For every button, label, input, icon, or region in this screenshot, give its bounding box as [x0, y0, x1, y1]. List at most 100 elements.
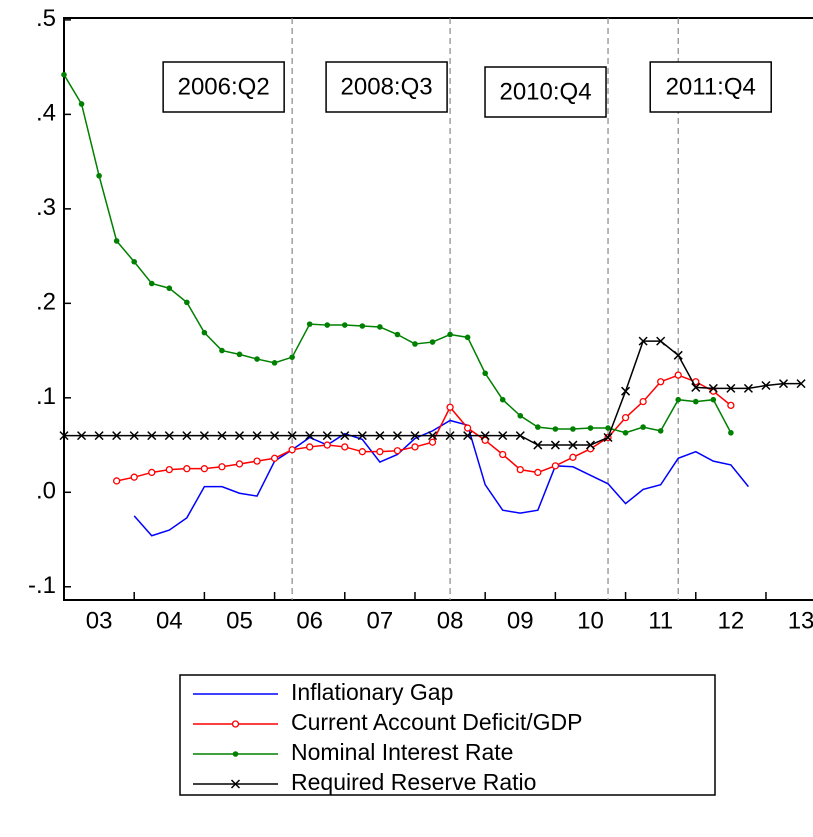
point — [287, 431, 297, 441]
point — [392, 431, 402, 441]
point — [182, 431, 192, 441]
point — [428, 438, 437, 446]
point — [411, 443, 419, 451]
annotation-box — [484, 66, 607, 118]
point — [639, 397, 647, 406]
point — [710, 396, 717, 403]
point — [656, 336, 666, 346]
plot-frame — [63, 17, 813, 601]
y-tick-label: .5 — [36, 5, 56, 32]
point — [78, 101, 85, 107]
point — [552, 426, 559, 432]
point — [165, 465, 173, 474]
point — [219, 347, 225, 354]
point — [412, 341, 418, 347]
point — [621, 414, 630, 422]
point — [113, 238, 120, 244]
point — [535, 424, 541, 430]
point — [217, 431, 227, 441]
point — [657, 428, 664, 434]
point — [743, 383, 753, 393]
legend-label: Required Reserve Ratio — [291, 769, 536, 795]
point — [445, 431, 455, 441]
point — [218, 463, 226, 471]
point — [587, 425, 594, 431]
legend-label: Current Account Deficit/GDP — [291, 709, 582, 735]
point — [728, 429, 734, 436]
point — [270, 454, 279, 462]
point — [429, 339, 436, 345]
legend-label: Nominal Interest Rate — [291, 739, 513, 765]
point — [61, 71, 67, 78]
annotation-text: 2010:Q4 — [499, 78, 591, 105]
point — [130, 473, 138, 481]
point — [796, 379, 806, 389]
point — [112, 431, 122, 441]
point — [341, 322, 348, 328]
x-tick-label: 06 — [296, 607, 323, 634]
point — [200, 465, 209, 473]
point — [201, 329, 208, 336]
point — [306, 443, 314, 451]
point — [129, 431, 139, 441]
point — [515, 431, 525, 441]
annotation-text: 2011:Q4 — [666, 73, 756, 100]
point — [322, 431, 332, 441]
point — [324, 322, 331, 328]
point — [394, 331, 401, 338]
y-tick-label: .3 — [36, 194, 56, 221]
point — [585, 440, 596, 450]
point — [516, 465, 524, 474]
point — [357, 431, 367, 441]
point — [480, 431, 490, 441]
point — [234, 431, 245, 441]
annotation-box — [649, 61, 772, 113]
point — [166, 285, 173, 292]
point — [375, 431, 385, 441]
x-tick-label: 09 — [507, 607, 534, 634]
point — [778, 379, 789, 389]
annotation-text: 2006:Q2 — [178, 73, 270, 100]
x-tick-label: 08 — [437, 607, 464, 634]
point — [393, 447, 402, 455]
point — [289, 354, 295, 360]
annotation-box — [325, 61, 448, 113]
y-tick-label: -.1 — [28, 572, 56, 599]
point — [517, 412, 524, 419]
point — [692, 398, 699, 405]
y-tick-label: .2 — [36, 289, 56, 316]
point — [112, 477, 121, 485]
point — [657, 378, 665, 386]
point — [410, 431, 420, 441]
point — [323, 441, 331, 449]
point — [534, 468, 542, 477]
point — [550, 440, 560, 450]
point — [569, 453, 577, 461]
annotation-text: 2008:Q3 — [341, 73, 433, 100]
point — [603, 432, 613, 443]
legend — [179, 674, 716, 796]
point — [464, 334, 471, 341]
point — [499, 396, 506, 403]
point — [499, 450, 507, 459]
point — [482, 370, 488, 377]
point — [288, 446, 296, 454]
point — [236, 351, 243, 358]
point — [463, 431, 473, 441]
x-tick-label: 10 — [577, 607, 604, 634]
point — [306, 321, 313, 327]
x-tick-label: 03 — [86, 607, 113, 634]
point — [376, 448, 384, 456]
point — [640, 424, 646, 430]
point — [463, 424, 472, 432]
point — [674, 371, 682, 379]
point — [481, 436, 489, 444]
point — [691, 382, 701, 392]
point — [726, 383, 736, 393]
annotation-box — [162, 61, 285, 113]
point — [254, 356, 260, 362]
point — [761, 380, 771, 391]
point — [341, 443, 349, 451]
point — [428, 431, 438, 441]
